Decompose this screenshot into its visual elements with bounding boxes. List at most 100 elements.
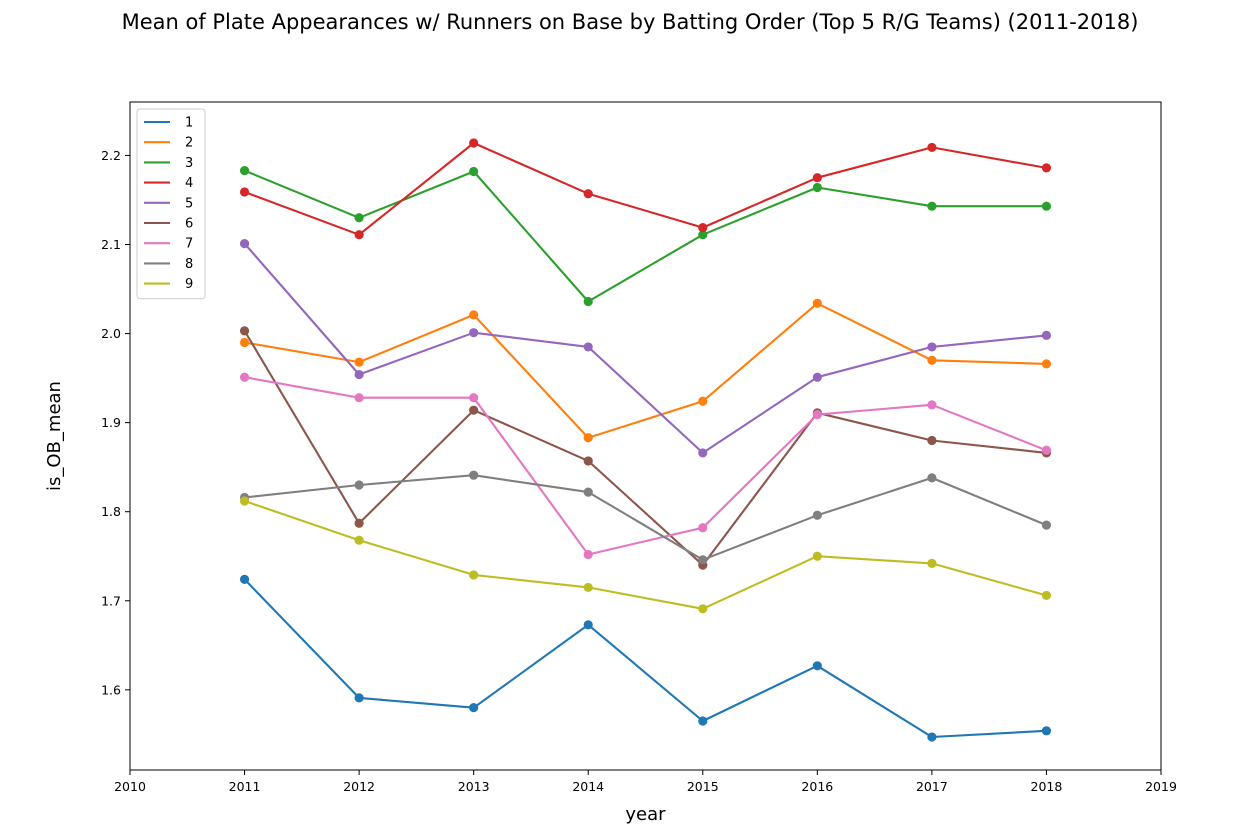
data-point-series-6 [469, 405, 479, 415]
data-point-series-7 [698, 523, 708, 533]
data-point-series-2 [698, 396, 708, 406]
y-tick-label: 1.8 [101, 504, 121, 519]
y-tick-label: 2.1 [101, 237, 121, 252]
data-point-series-5 [469, 328, 479, 338]
x-tick-label: 2016 [801, 779, 833, 794]
legend-label-9: 9 [185, 277, 193, 292]
data-point-series-3 [354, 213, 364, 223]
data-point-series-4 [1041, 163, 1052, 173]
data-point-series-3 [239, 165, 250, 176]
x-tick-label: 2012 [343, 779, 375, 794]
legend-label-8: 8 [185, 257, 193, 272]
series-line-9 [244, 500, 1047, 610]
data-point-series-2 [239, 337, 250, 348]
data-point-series-3 [698, 230, 708, 240]
data-point-series-5 [927, 342, 937, 352]
data-point-series-2 [354, 357, 364, 367]
data-point-series-7 [239, 372, 250, 382]
data-point-series-8 [698, 555, 708, 565]
data-point-series-2 [812, 298, 822, 308]
legend-label-2: 2 [185, 136, 193, 151]
data-point-series-5 [354, 369, 364, 380]
data-point-series-3 [469, 166, 479, 177]
x-tick-label: 2018 [1031, 779, 1063, 794]
series-line-1 [243, 578, 1047, 739]
data-point-series-7 [469, 393, 479, 403]
data-point-series-2 [469, 310, 479, 320]
series-line-2 [244, 302, 1047, 439]
data-point-series-1 [1041, 726, 1052, 736]
data-point-series-8 [812, 510, 822, 520]
data-point-series-2 [583, 433, 593, 443]
data-point-series-3 [812, 182, 822, 193]
y-tick-label: 2.2 [101, 148, 121, 163]
legend-label-3: 3 [185, 156, 193, 171]
y-tick-label: 1.9 [101, 415, 121, 430]
series-lines [243, 141, 1047, 739]
series-line-7 [244, 376, 1047, 556]
data-point-series-9 [583, 582, 593, 593]
data-point-series-5 [1041, 330, 1052, 340]
series-line-8 [244, 474, 1047, 561]
data-point-series-9 [812, 551, 822, 561]
data-point-series-9 [927, 558, 937, 568]
x-tick-label: 2015 [687, 779, 719, 794]
data-point-series-8 [1041, 520, 1052, 530]
data-point-series-6 [239, 326, 250, 336]
x-tick-label: 2013 [458, 779, 490, 794]
series-line-6 [243, 330, 1047, 567]
data-point-series-1 [812, 661, 822, 671]
y-tick-label: 2.0 [101, 326, 121, 341]
data-point-series-2 [1041, 359, 1052, 369]
series-points [239, 138, 1052, 742]
data-point-series-3 [583, 296, 593, 307]
x-tick-label: 2014 [572, 779, 604, 794]
series-line-5 [243, 242, 1047, 454]
legend-box [136, 108, 206, 300]
data-point-series-1 [583, 620, 593, 630]
data-point-series-9 [469, 570, 479, 580]
series-line-3 [244, 169, 1047, 303]
x-tick-label: 2017 [916, 779, 948, 794]
data-point-series-2 [927, 355, 937, 365]
y-tick-label: 1.7 [101, 593, 121, 608]
y-axis-label: is_OB_mean [44, 381, 65, 491]
data-point-series-4 [698, 222, 708, 233]
data-point-series-1 [239, 574, 250, 584]
x-tick-label: 2010 [114, 779, 146, 794]
x-tick-label: 2011 [229, 779, 261, 794]
data-point-series-4 [469, 138, 479, 148]
data-point-series-3 [927, 201, 937, 211]
data-point-series-7 [354, 393, 364, 403]
data-point-series-1 [927, 732, 937, 742]
legend-label-6: 6 [185, 217, 193, 232]
legend-label-1: 1 [185, 116, 193, 131]
data-point-series-6 [927, 435, 937, 446]
data-point-series-7 [583, 549, 593, 560]
data-point-series-6 [354, 518, 364, 528]
data-point-series-9 [239, 496, 250, 506]
data-point-series-8 [469, 470, 479, 480]
plot-area-frame [129, 101, 1162, 771]
data-point-series-4 [354, 230, 364, 240]
data-point-series-4 [239, 187, 250, 197]
data-point-series-9 [354, 535, 364, 545]
data-point-series-4 [927, 142, 937, 153]
data-point-series-8 [927, 473, 937, 483]
data-point-series-4 [812, 173, 822, 183]
data-point-series-5 [239, 239, 250, 249]
legend-label-7: 7 [185, 237, 193, 252]
chart-title: Mean of Plate Appearances w/ Runners on … [121, 10, 1139, 34]
data-point-series-5 [583, 342, 593, 352]
data-point-series-9 [1041, 590, 1052, 601]
data-point-series-4 [583, 189, 593, 199]
data-point-series-5 [698, 448, 708, 458]
legend-label-5: 5 [185, 196, 193, 211]
x-tick-label: 2019 [1145, 779, 1177, 794]
x-axis-ticks: 2010 2011 2012 2013 2014 2015 2016 2017 2018 2019 [114, 770, 1177, 794]
data-point-series-8 [583, 487, 593, 497]
data-point-series-8 [354, 480, 364, 490]
y-tick-label: 1.6 [101, 682, 121, 697]
data-point-series-9 [698, 604, 708, 614]
